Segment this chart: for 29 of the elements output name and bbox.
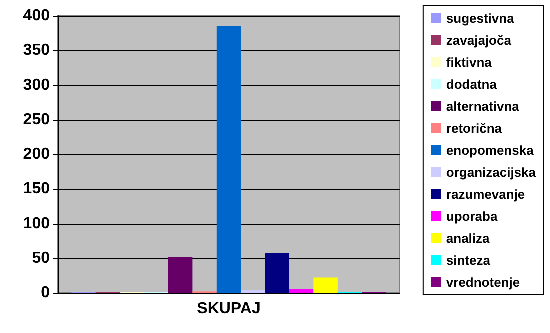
legend-label: enopomenska [446,143,535,158]
bar [241,290,266,293]
y-tick-label: 200 [23,146,50,163]
legend-label: uporaba [446,209,498,224]
legend-label: sugestivna [446,11,516,26]
legend-label: alternativna [446,99,520,114]
y-tick-label: 150 [23,180,50,198]
bar [314,278,338,293]
legend-label: fiktivna [446,55,493,70]
y-tick-label: 300 [23,76,50,94]
legend-label: analiza [446,231,491,246]
legend-label: zavajajoča [446,33,512,48]
bar [216,26,242,293]
y-tick-label: 250 [23,111,50,128]
y-tick-label: 50 [32,250,50,267]
y-tick-label: 0 [41,284,50,302]
bar [265,254,290,293]
legend-label: dodatna [446,77,498,92]
legend-label: sinteza [446,253,492,268]
legend-label: retorična [446,121,503,136]
y-tick-label: 350 [23,42,50,60]
legend-label: organizacijska [446,165,537,180]
bar [290,290,314,293]
y-tick-label: 400 [23,8,50,24]
bar [168,256,193,293]
y-tick-label: 100 [23,215,50,232]
legend-label: vrednotenje [446,275,520,290]
legend-label: razumevanje [446,187,526,202]
x-tick-label: SKUPAJ [197,300,261,318]
